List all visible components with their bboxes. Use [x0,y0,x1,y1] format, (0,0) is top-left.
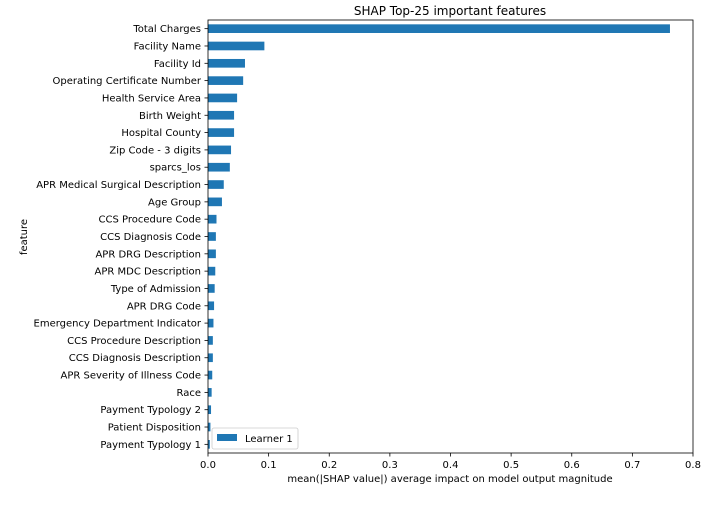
y-tick-label: APR MDC Description [95,267,201,278]
y-tick-label: Operating Certificate Number [53,76,202,87]
y-tick-label: APR Medical Surgical Description [36,180,201,191]
bar [208,422,211,432]
y-tick-label: APR DRG Description [95,249,201,260]
y-tick-label: CCS Procedure Code [98,215,201,226]
bar [208,388,212,397]
bar [208,76,244,85]
bar [208,214,217,224]
bar [208,266,216,276]
y-tick-label: CCS Procedure Description [67,336,201,347]
legend: Learner 1 [211,427,299,450]
x-tick-label: 0.1 [261,460,277,471]
y-tick-label: Emergency Department Indicator [34,319,202,330]
x-axis-ticks: 0.0 0.1 0.2 0.3 0.4 0.5 0.6 0.7 0.8 [200,453,701,471]
x-tick-label: 0.5 [503,460,519,471]
bar [208,370,213,380]
y-tick-label: Total Charges [132,24,201,35]
plot-frame [207,19,694,454]
bar [208,162,230,172]
y-tick-label: Payment Typology 2 [100,405,201,416]
bar [208,318,214,328]
y-tick-label: Type of Admission [110,284,201,295]
y-tick-label: Race [176,388,201,399]
y-axis-label: feature [19,219,30,255]
chart-title: SHAP Top-25 important features [354,4,546,18]
bar [208,180,224,189]
x-tick-label: 0.2 [321,460,337,471]
y-axis-ticks: Total Charges Facility Name Facility Id Ope… [34,24,208,451]
x-axis-label: mean(|SHAP value|) average impact on mod… [287,474,612,485]
y-tick-label: Patient Disposition [108,423,201,434]
bar [208,353,213,363]
bar [208,93,238,103]
x-tick-label: 0.3 [382,460,398,471]
bar [208,336,213,345]
bar [208,249,216,259]
x-tick-label: 0.7 [624,460,640,471]
bar [208,284,215,293]
bar [208,197,222,207]
y-tick-label: Facility Id [154,59,201,70]
legend-box [211,427,299,450]
bar [208,128,235,137]
bar [208,110,235,120]
y-tick-label: Age Group [148,197,201,208]
bar [208,405,212,415]
y-tick-label: Zip Code - 3 digits [109,145,201,156]
legend-label: Learner 1 [245,434,293,445]
x-tick-label: 0.4 [443,460,459,471]
x-tick-label: 0.8 [685,460,701,471]
y-tick-label: Payment Typology 1 [100,440,201,451]
bar [208,301,215,311]
y-tick-label: Birth Weight [139,111,201,122]
bars-layer [208,24,670,449]
y-tick-label: Health Service Area [102,93,201,104]
y-tick-label: CCS Diagnosis Code [100,232,201,243]
bar [208,440,210,449]
y-tick-label: APR Severity of Illness Code [61,371,202,382]
bar [208,145,232,155]
y-tick-label: APR DRG Code [127,301,201,312]
y-tick-label: CCS Diagnosis Description [69,353,201,364]
legend-swatch [217,434,237,441]
y-tick-label: Facility Name [134,41,201,52]
y-tick-label: Hospital County [121,128,201,139]
x-tick-label: 0.0 [200,460,216,471]
bar [208,24,670,33]
x-tick-label: 0.6 [564,460,580,471]
bar [208,41,265,51]
bar [208,232,216,241]
bar [208,58,245,68]
y-tick-label: sparcs_los [150,163,201,174]
